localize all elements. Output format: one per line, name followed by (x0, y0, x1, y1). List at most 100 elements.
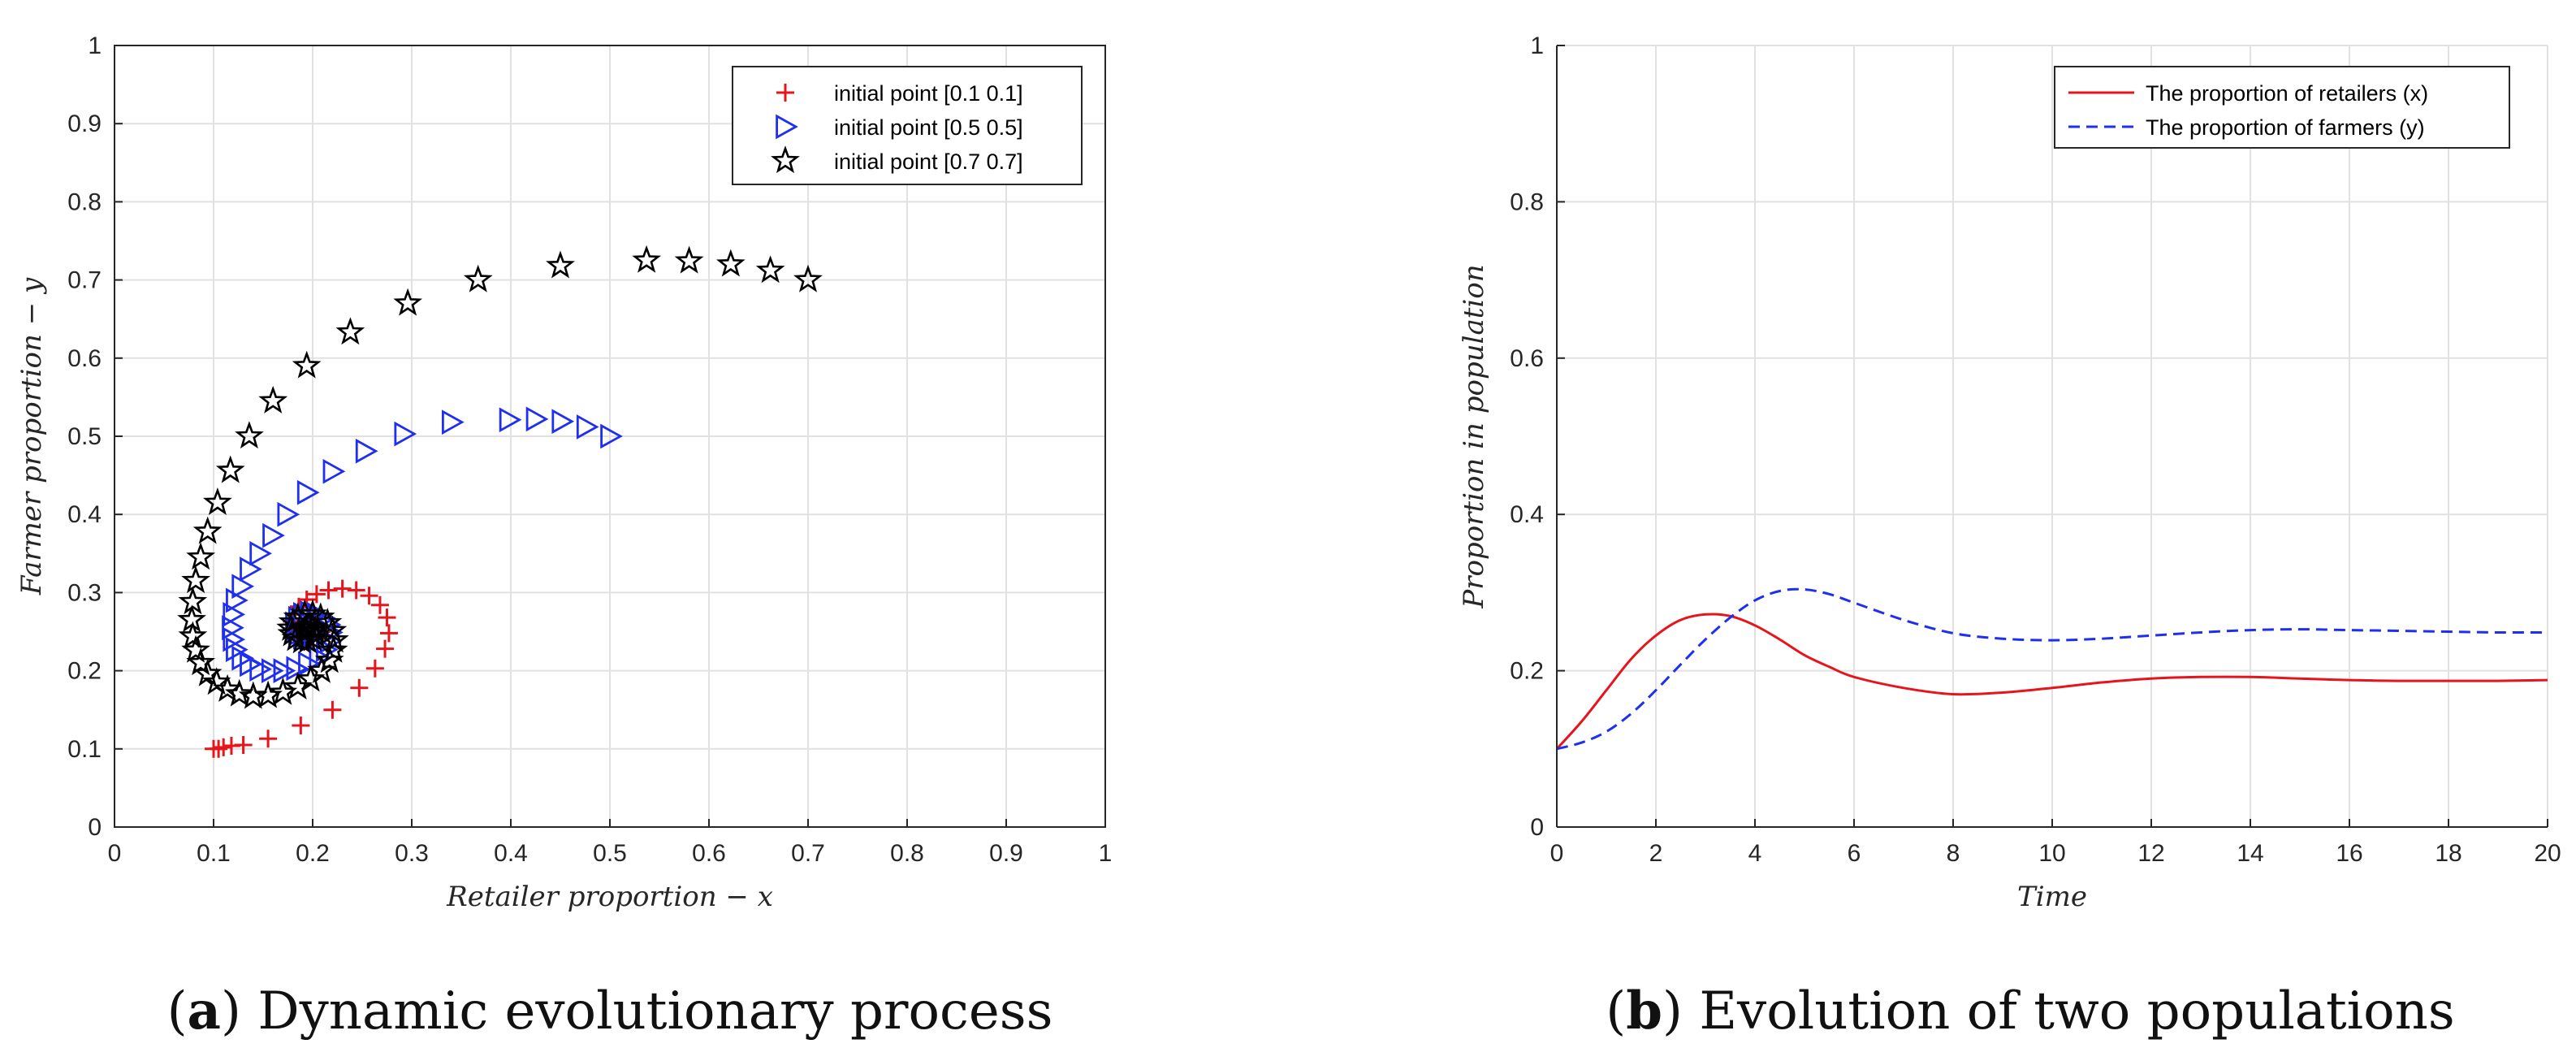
panel-a-x-tick-label: 0.6 (692, 840, 726, 867)
series-2-point (231, 574, 255, 600)
legend-label-series-3: initial point [0.7 0.7] (834, 149, 1023, 174)
series-1-point (370, 595, 389, 614)
panel-a-y-tick-label: 0.7 (67, 267, 102, 294)
panel-b-y-label: Proportion in population (1458, 264, 1490, 608)
panel-a-caption: (a) Dynamic evolutionary process (167, 981, 1053, 1042)
legend-marker-series-1 (776, 84, 794, 102)
series-1-point (319, 581, 338, 600)
panel-a-x-tick-label: 0.8 (890, 840, 924, 867)
series-3-point (202, 487, 232, 515)
panel-a-y-tick-label: 0.9 (67, 110, 102, 137)
series-2-point (394, 421, 417, 447)
legend-label-series-2: initial point [0.5 0.5] (834, 115, 1023, 140)
panel-b-x-tick-label: 12 (2137, 840, 2164, 867)
series-3-point (178, 621, 208, 649)
series-2-point (298, 651, 321, 677)
panel-a-y-tick-label: 0 (88, 814, 102, 841)
series-3-point (291, 613, 321, 642)
panel-b-x-tick-label: 0 (1550, 840, 1564, 867)
panel-a-caption-text: Dynamic evolutionary process (257, 981, 1052, 1042)
series-2-point (355, 438, 378, 464)
panel-a-x-tick-label: 0.4 (494, 840, 528, 867)
series-3-markers (177, 245, 823, 709)
series-3-point (181, 634, 210, 663)
series-2-point (576, 414, 599, 440)
series-2-point (240, 556, 262, 582)
panel-a-y-tick-label: 0.1 (67, 736, 102, 763)
panel-b-y-tick-label: 0.2 (1510, 658, 1544, 685)
series-1-point (214, 738, 233, 756)
panel-a-marks (177, 245, 823, 758)
series-1-point (376, 639, 395, 658)
series-1-point (259, 730, 278, 748)
series-3-point (716, 249, 746, 277)
series-3-point (674, 245, 704, 274)
panel-b-x-tick-label: 16 (2336, 840, 2362, 867)
panel-b-x-tick-label: 6 (1848, 840, 1861, 867)
series-3-point (292, 350, 322, 379)
legend-label-farmers: The proportion of farmers (y) (2146, 115, 2425, 140)
series-1-point (333, 579, 352, 598)
series-2-point (249, 656, 273, 682)
series-3-point (186, 542, 216, 570)
panel-b-caption-text: Evolution of two populations (1699, 981, 2454, 1042)
panel-b-y-tick-label: 0.8 (1510, 188, 1544, 215)
series-3-point (294, 611, 324, 639)
panel-b-x-tick-label: 14 (2237, 840, 2263, 867)
legend-marker-series-2 (776, 114, 798, 140)
series-2-point (442, 409, 465, 435)
series-3-point (192, 516, 223, 544)
panel-a-y-tick-label: 1 (88, 32, 102, 59)
series-2-point (296, 479, 320, 505)
panel-b-chart: 0 2 4 6 8 10 12 14 16 18 20 0 0.2 0.4 0.6 0.8 1 Time Pro… (1458, 32, 2561, 1042)
series-1-point (292, 716, 310, 734)
series-3-point (283, 671, 313, 699)
series-3-point (298, 599, 327, 627)
legend-marker-series-3 (771, 145, 800, 174)
series-3-point (215, 455, 245, 483)
series-2-point (262, 522, 285, 548)
panel-a-y-label: Farmer proportion − y (15, 277, 48, 595)
panel-a-x-tick-label: 0 (108, 840, 122, 867)
series-3-point (291, 617, 321, 645)
panel-a-y-tick-label: 0.2 (67, 658, 102, 685)
series-1-point (360, 587, 378, 605)
series-3-point (632, 245, 661, 273)
panel-a-x-label: Retailer proportion − x (446, 881, 773, 913)
panel-b-marks (1555, 587, 2548, 751)
panel-b-ticks: 0 2 4 6 8 10 12 14 16 18 20 0 0.2 0.4 0.6 0.8 1 (1510, 32, 2561, 867)
series-1-point (307, 585, 326, 604)
panel-b-x-tick-label: 8 (1947, 840, 1960, 867)
series-2-point (223, 601, 246, 627)
panel-b-y-tick-label: 0.4 (1510, 501, 1544, 528)
series-3-point (335, 317, 365, 345)
series-3-point (235, 421, 264, 449)
series-3-point (224, 678, 254, 707)
panel-a-y-tick-label: 0.8 (67, 188, 102, 215)
panel-a-x-tick-label: 0.9 (989, 840, 1023, 867)
series-2-point (600, 423, 623, 449)
series-3-point (296, 664, 326, 692)
panel-a-x-tick-label: 1 (1099, 840, 1113, 867)
series-3-point (755, 255, 785, 284)
panel-a-x-tick-label: 0.5 (593, 840, 627, 867)
series-1-point (365, 659, 384, 678)
series-3-point (178, 587, 208, 615)
series-2-point (277, 501, 300, 527)
series-1-point (379, 624, 398, 643)
panel-b-y-tick-label: 0 (1530, 814, 1544, 841)
panel-b-y-tick-label: 0.6 (1510, 345, 1544, 372)
series-2-point (286, 656, 309, 682)
panel-b-y-tick-label: 1 (1530, 32, 1544, 59)
panel-b-legend-box (2054, 66, 2510, 149)
series-retailers-line (1555, 613, 2548, 750)
series-2-point (525, 406, 549, 432)
series-2-point (249, 540, 273, 566)
panel-a-chart: 0 0.1 0.2 0.3 0.4 0.5 0.6 0.7 0.8 0.9 1 0 0.1 0.2 0.3 0… (15, 32, 1112, 1042)
legend-label-series-1: initial point [0.1 0.1] (834, 81, 1023, 106)
series-3-point (314, 645, 344, 673)
series-1-point (323, 700, 342, 719)
panel-a-x-tick-label: 0.3 (395, 840, 429, 867)
series-3-point (258, 385, 288, 414)
